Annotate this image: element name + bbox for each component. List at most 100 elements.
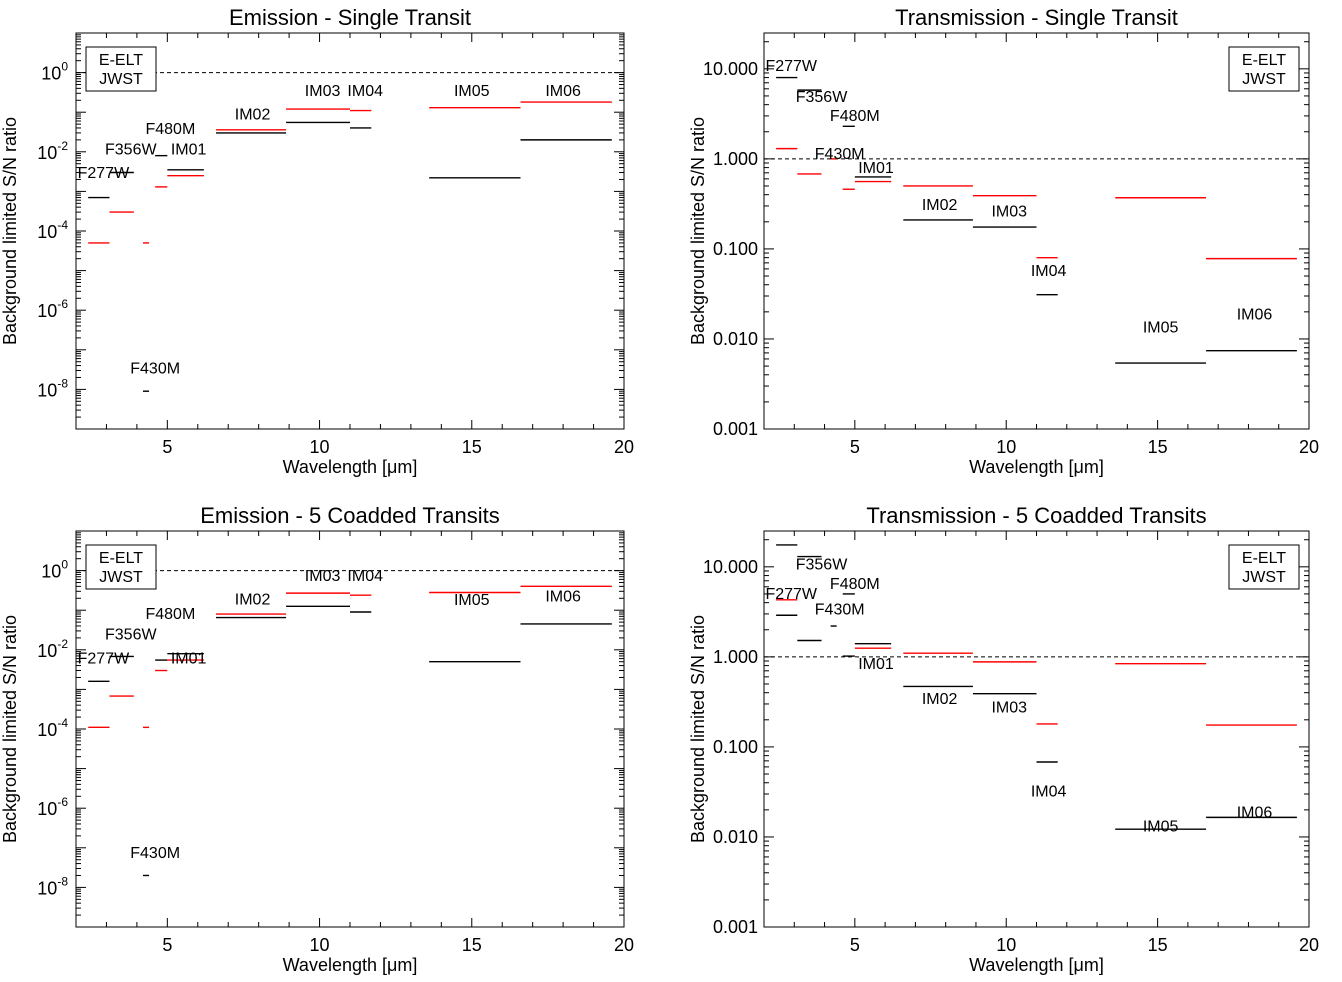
y-tick-label: 10-2 — [37, 139, 68, 163]
filter-label: IM03 — [991, 203, 1027, 220]
filter-label: IM04 — [347, 83, 383, 100]
chart-panel-2: Transmission - Single Transit 5 10 15 20 0.00… — [688, 5, 1319, 477]
y-tick-label: 10.000 — [703, 59, 758, 79]
legend-label-jwst: JWST — [1242, 569, 1286, 586]
filter-label: IM03 — [991, 700, 1027, 717]
x-tick-label: 20 — [1299, 437, 1319, 457]
chart-title: Emission - 5 Coadded Transits — [200, 503, 500, 528]
y-tick-label: 10-8 — [37, 874, 68, 898]
filter-label: IM06 — [545, 589, 581, 606]
x-tick-label: 20 — [614, 935, 634, 955]
filter-label: IM01 — [171, 651, 207, 668]
filter-label: F430M — [130, 845, 180, 862]
filter-label: IM05 — [454, 592, 490, 609]
chart-title: Transmission - Single Transit — [895, 5, 1178, 30]
y-tick-label: 1.000 — [713, 647, 758, 667]
y-tick-label: 10-8 — [37, 376, 68, 400]
chart-panel-4: Transmission - 5 Coadded Transits 5 10 15 20… — [688, 503, 1319, 975]
filter-label: IM02 — [922, 691, 958, 708]
filter-label: IM05 — [1143, 319, 1179, 336]
y-axis-label: Background limited S/N ratio — [688, 117, 708, 345]
filter-label: F480M — [830, 576, 880, 593]
x-tick-label: 10 — [996, 935, 1016, 955]
y-tick-label: 0.001 — [713, 419, 758, 439]
legend-box — [85, 46, 157, 92]
x-tick-label: 20 — [614, 437, 634, 457]
filter-label: IM02 — [235, 107, 271, 124]
legend-label-jwst: JWST — [1242, 71, 1286, 88]
x-tick-label: 10 — [310, 935, 330, 955]
x-tick-label: 15 — [1148, 437, 1168, 457]
legend-label-jwst: JWST — [99, 569, 143, 586]
y-tick-label: 100 — [41, 558, 68, 582]
filter-label: F277W — [765, 58, 817, 75]
x-axis-label: Wavelength [μm] — [283, 955, 418, 975]
legend-label-eelt: E-ELT — [1242, 52, 1286, 69]
x-axis-label: Wavelength [μm] — [283, 457, 418, 477]
filter-label: IM02 — [235, 591, 271, 608]
filter-label: IM03 — [305, 568, 341, 585]
filter-label: IM01 — [171, 142, 207, 159]
y-tick-label: 1.000 — [713, 149, 758, 169]
filter-label: F277W — [78, 651, 130, 668]
filter-label: F277W — [78, 165, 130, 182]
filter-label: IM02 — [922, 197, 958, 214]
filter-label: IM01 — [858, 160, 894, 177]
y-tick-label: 0.100 — [713, 737, 758, 757]
x-tick-label: 5 — [850, 935, 860, 955]
filter-label: F356W — [796, 89, 848, 106]
y-tick-label: 10-6 — [37, 795, 68, 819]
filter-label: IM05 — [1143, 818, 1179, 835]
x-tick-label: 10 — [996, 437, 1016, 457]
filter-label: F356W — [105, 142, 157, 159]
y-axis-label: Background limited S/N ratio — [0, 615, 20, 843]
x-tick-label: 5 — [162, 437, 172, 457]
x-tick-label: 15 — [462, 935, 482, 955]
legend-box — [1228, 46, 1300, 92]
legend-box — [85, 544, 157, 590]
y-tick-label: 10.000 — [703, 557, 758, 577]
filter-label: IM06 — [545, 83, 581, 100]
filter-label: IM03 — [305, 83, 341, 100]
legend-label-eelt: E-ELT — [1242, 550, 1286, 567]
x-axis-label: Wavelength [μm] — [969, 955, 1104, 975]
y-tick-label: 10-2 — [37, 637, 68, 661]
filter-label: F277W — [765, 586, 817, 603]
filter-label: F480M — [830, 108, 880, 125]
chart-panel-1: Emission - Single Transit 5 10 15 20 10-8 10-6… — [0, 5, 634, 477]
filter-label: IM04 — [1031, 784, 1067, 801]
filter-label: IM06 — [1237, 306, 1273, 323]
legend-label-eelt: E-ELT — [99, 52, 143, 69]
y-tick-label: 10-4 — [37, 716, 68, 740]
legend-box — [1228, 544, 1300, 590]
filter-label: F430M — [130, 361, 180, 378]
filter-label: F356W — [796, 557, 848, 574]
y-axis-label: Background limited S/N ratio — [688, 615, 708, 843]
filter-label: IM01 — [858, 656, 894, 673]
y-axis-label: Background limited S/N ratio — [0, 117, 20, 345]
filter-label: IM06 — [1237, 804, 1273, 821]
x-tick-label: 15 — [1148, 935, 1168, 955]
filter-label: F480M — [145, 121, 195, 138]
filter-label: IM05 — [454, 83, 490, 100]
filter-label: F430M — [815, 602, 865, 619]
legend-label-jwst: JWST — [99, 71, 143, 88]
chart-panel-3: Emission - 5 Coadded Transits 5 10 15 20 10-8… — [0, 503, 634, 975]
x-tick-label: 15 — [462, 437, 482, 457]
filter-label: F430M — [815, 146, 865, 163]
y-tick-label: 0.100 — [713, 239, 758, 259]
filter-label: F356W — [105, 627, 157, 644]
filter-label: IM04 — [1031, 263, 1067, 280]
x-tick-label: 20 — [1299, 935, 1319, 955]
x-tick-label: 5 — [850, 437, 860, 457]
x-tick-label: 5 — [162, 935, 172, 955]
chart-title: Emission - Single Transit — [229, 5, 471, 30]
x-axis-label: Wavelength [μm] — [969, 457, 1104, 477]
x-tick-label: 10 — [310, 437, 330, 457]
filter-label: IM04 — [347, 568, 383, 585]
y-tick-label: 100 — [41, 60, 68, 84]
y-tick-label: 0.010 — [713, 329, 758, 349]
y-tick-label: 0.001 — [713, 917, 758, 937]
y-tick-label: 0.010 — [713, 827, 758, 847]
